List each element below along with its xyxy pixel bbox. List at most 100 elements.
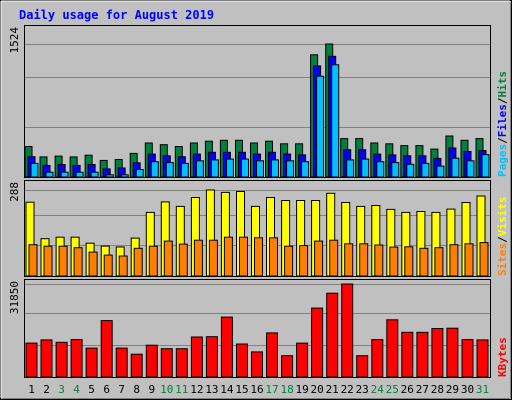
chart-title: Daily usage for August 2019 [19, 8, 214, 22]
bar-kbytes-day-30 [461, 339, 474, 378]
bar-pages-day-18 [286, 160, 295, 178]
bar-pages-day-30 [466, 160, 475, 178]
bar-kbytes-day-24 [371, 339, 384, 378]
bar-sites-day-2 [43, 245, 53, 277]
day-label-29: 29 [446, 383, 459, 396]
bar-sites-day-18 [284, 245, 294, 277]
bar-sites-day-9 [148, 245, 158, 277]
bar-kbytes-day-18 [281, 355, 294, 378]
legend-kbytes: KBytes [496, 337, 509, 377]
bar-sites-day-4 [73, 247, 83, 277]
day-label-11: 11 [175, 383, 188, 396]
bar-pages-day-7 [120, 174, 129, 178]
bar-pages-day-11 [180, 162, 189, 178]
bar-pages-day-8 [135, 169, 144, 178]
bar-sites-day-5 [88, 251, 98, 277]
bar-pages-day-12 [195, 160, 204, 178]
day-label-21: 21 [326, 383, 339, 396]
bar-sites-day-19 [299, 245, 309, 277]
bar-sites-day-31 [479, 242, 489, 277]
day-label-2: 2 [43, 383, 50, 396]
day-label-19: 19 [295, 383, 308, 396]
day-label-10: 10 [160, 383, 173, 396]
bar-pages-day-5 [90, 171, 99, 178]
legend-entry: KBytes [496, 337, 509, 377]
bar-sites-day-23 [359, 243, 369, 277]
bar-sites-day-29 [449, 244, 459, 277]
day-label-31: 31 [476, 383, 489, 396]
legend-entry: Hits [496, 71, 509, 98]
y-max-label-kbytes: 31850 [8, 281, 21, 314]
bar-pages-day-16 [256, 160, 264, 178]
bar-pages-day-10 [165, 162, 174, 178]
bar-kbytes-day-14 [220, 316, 233, 378]
bar-kbytes-day-26 [401, 331, 414, 378]
bar-kbytes-day-16 [251, 351, 263, 378]
bar-pages-day-14 [225, 158, 234, 178]
bar-kbytes-day-8 [130, 353, 143, 378]
bar-kbytes-day-2 [40, 339, 53, 378]
bar-sites-day-1 [28, 244, 38, 277]
bar-pages-day-28 [436, 165, 445, 178]
bar-kbytes-day-5 [85, 347, 98, 378]
day-label-12: 12 [190, 383, 203, 396]
legend-entry: Files [496, 104, 509, 137]
day-label-16: 16 [250, 383, 263, 396]
day-label-7: 7 [118, 383, 125, 396]
day-label-25: 25 [386, 383, 399, 396]
bar-kbytes-day-10 [160, 348, 173, 378]
bar-pages-day-29 [451, 157, 460, 178]
day-label-1: 1 [28, 383, 35, 396]
panel-visits-sites: 288 Sites/Visits [8, 180, 509, 277]
day-label-18: 18 [280, 383, 293, 396]
bar-pages-day-23 [361, 158, 370, 178]
bar-kbytes-day-12 [190, 336, 203, 378]
legend-entry: / [496, 137, 509, 144]
bar-kbytes-day-28 [431, 328, 444, 378]
legend-entry: / [496, 236, 509, 243]
bar-pages-day-21 [331, 64, 340, 178]
bar-kbytes-day-7 [115, 347, 128, 378]
bar-sites-day-14 [223, 236, 233, 277]
day-label-24: 24 [371, 383, 385, 396]
bar-pages-day-17 [271, 159, 279, 178]
bar-pages-day-22 [346, 159, 355, 178]
day-label-17: 17 [265, 383, 278, 396]
day-label-30: 30 [461, 383, 474, 396]
day-label-3: 3 [58, 383, 65, 396]
bar-sites-day-30 [464, 243, 474, 277]
bar-sites-day-15 [239, 236, 248, 277]
bar-pages-day-4 [75, 171, 84, 178]
bar-pages-day-6 [105, 174, 114, 178]
legend-entry: Sites [496, 243, 509, 276]
day-label-8: 8 [133, 383, 140, 396]
y-max-label-visits-sites: 288 [8, 182, 21, 202]
bar-sites-day-16 [254, 237, 263, 277]
bar-kbytes-day-9 [145, 344, 158, 378]
day-label-27: 27 [416, 383, 429, 396]
bar-kbytes-day-20 [311, 307, 324, 378]
bar-kbytes-day-21 [326, 292, 339, 378]
bar-kbytes-day-1 [25, 342, 38, 378]
bar-sites-day-17 [269, 237, 278, 277]
bar-pages-day-25 [391, 162, 400, 178]
bar-sites-day-10 [163, 240, 173, 277]
bar-sites-day-13 [208, 239, 218, 277]
legend-hits-files-pages: Pages/Files/Hits [496, 71, 509, 177]
bar-pages-day-31 [481, 154, 490, 178]
day-label-26: 26 [401, 383, 414, 396]
bar-sites-day-22 [344, 243, 354, 277]
bar-pages-day-1 [30, 162, 39, 178]
bar-pages-day-27 [421, 162, 430, 178]
bar-kbytes-day-23 [356, 355, 369, 378]
bar-sites-day-27 [419, 247, 429, 277]
legend-entry: Pages [496, 144, 509, 177]
bar-sites-day-6 [103, 254, 113, 277]
y-max-label-hits-files-pages: 1524 [8, 27, 21, 54]
day-label-4: 4 [73, 383, 80, 396]
bar-sites-day-24 [374, 244, 384, 277]
legend-entry: / [496, 97, 509, 104]
day-label-14: 14 [220, 383, 234, 396]
